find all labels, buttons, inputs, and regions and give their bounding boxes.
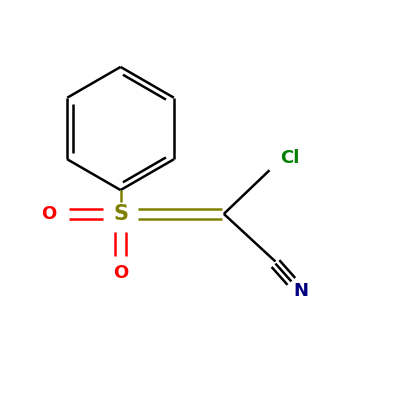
Text: O: O bbox=[113, 264, 128, 282]
Text: Cl: Cl bbox=[280, 149, 299, 167]
Text: O: O bbox=[42, 205, 57, 223]
Text: N: N bbox=[294, 282, 309, 300]
Text: S: S bbox=[113, 204, 128, 224]
